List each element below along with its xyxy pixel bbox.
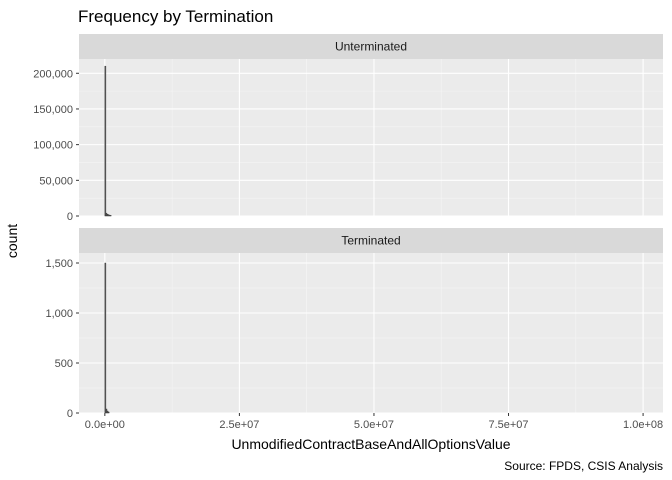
panel-background (79, 253, 663, 413)
facet-strip-label: Unterminated (335, 40, 407, 54)
y-axis-title: count (4, 224, 20, 258)
x-tick-label: 0.0e+00 (85, 419, 125, 431)
chart-caption: Source: FPDS, CSIS Analysis (504, 459, 663, 473)
y-tick-label: 0 (67, 211, 73, 223)
y-tick-label: 0 (67, 408, 73, 420)
histogram-bar (107, 411, 110, 414)
x-tick-label: 5.0e+07 (354, 419, 394, 431)
y-tick-label: 50,000 (39, 175, 73, 187)
y-tick-label: 150,000 (33, 104, 73, 116)
facet-panels: Unterminated 0 50,000 100,000 150,000 200,000… (33, 34, 663, 420)
x-tick-label: 1.0e+08 (623, 419, 663, 431)
y-tick-label: 100,000 (33, 140, 73, 152)
histogram-bar (104, 65, 107, 217)
facet-panel-1: Terminated 0 500 1,000 1,500 (45, 228, 663, 420)
y-tick-label: 500 (55, 358, 73, 370)
histogram-bar (104, 262, 107, 414)
panel-background (79, 59, 663, 216)
facet-strip (79, 34, 663, 59)
y-tick-label: 200,000 (33, 68, 73, 80)
facet-strip (79, 228, 663, 253)
x-tick-label: 2.5e+07 (219, 419, 259, 431)
histogram-bar (110, 215, 112, 217)
x-tick-label: 7.5e+07 (488, 419, 528, 431)
facet-strip-label: Terminated (341, 234, 400, 248)
facet-panel-0: Unterminated 0 50,000 100,000 150,000 200,000 (33, 34, 663, 223)
x-axis-title: UnmodifiedContractBaseAndAllOptionsValue (231, 436, 510, 452)
y-tick-label: 1,000 (45, 308, 73, 320)
x-axis: 0.0e+00 2.5e+07 5.0e+07 7.5e+07 1.0e+08 (85, 413, 663, 431)
y-tick-label: 1,500 (45, 258, 73, 270)
chart-title: Frequency by Termination (78, 7, 273, 26)
